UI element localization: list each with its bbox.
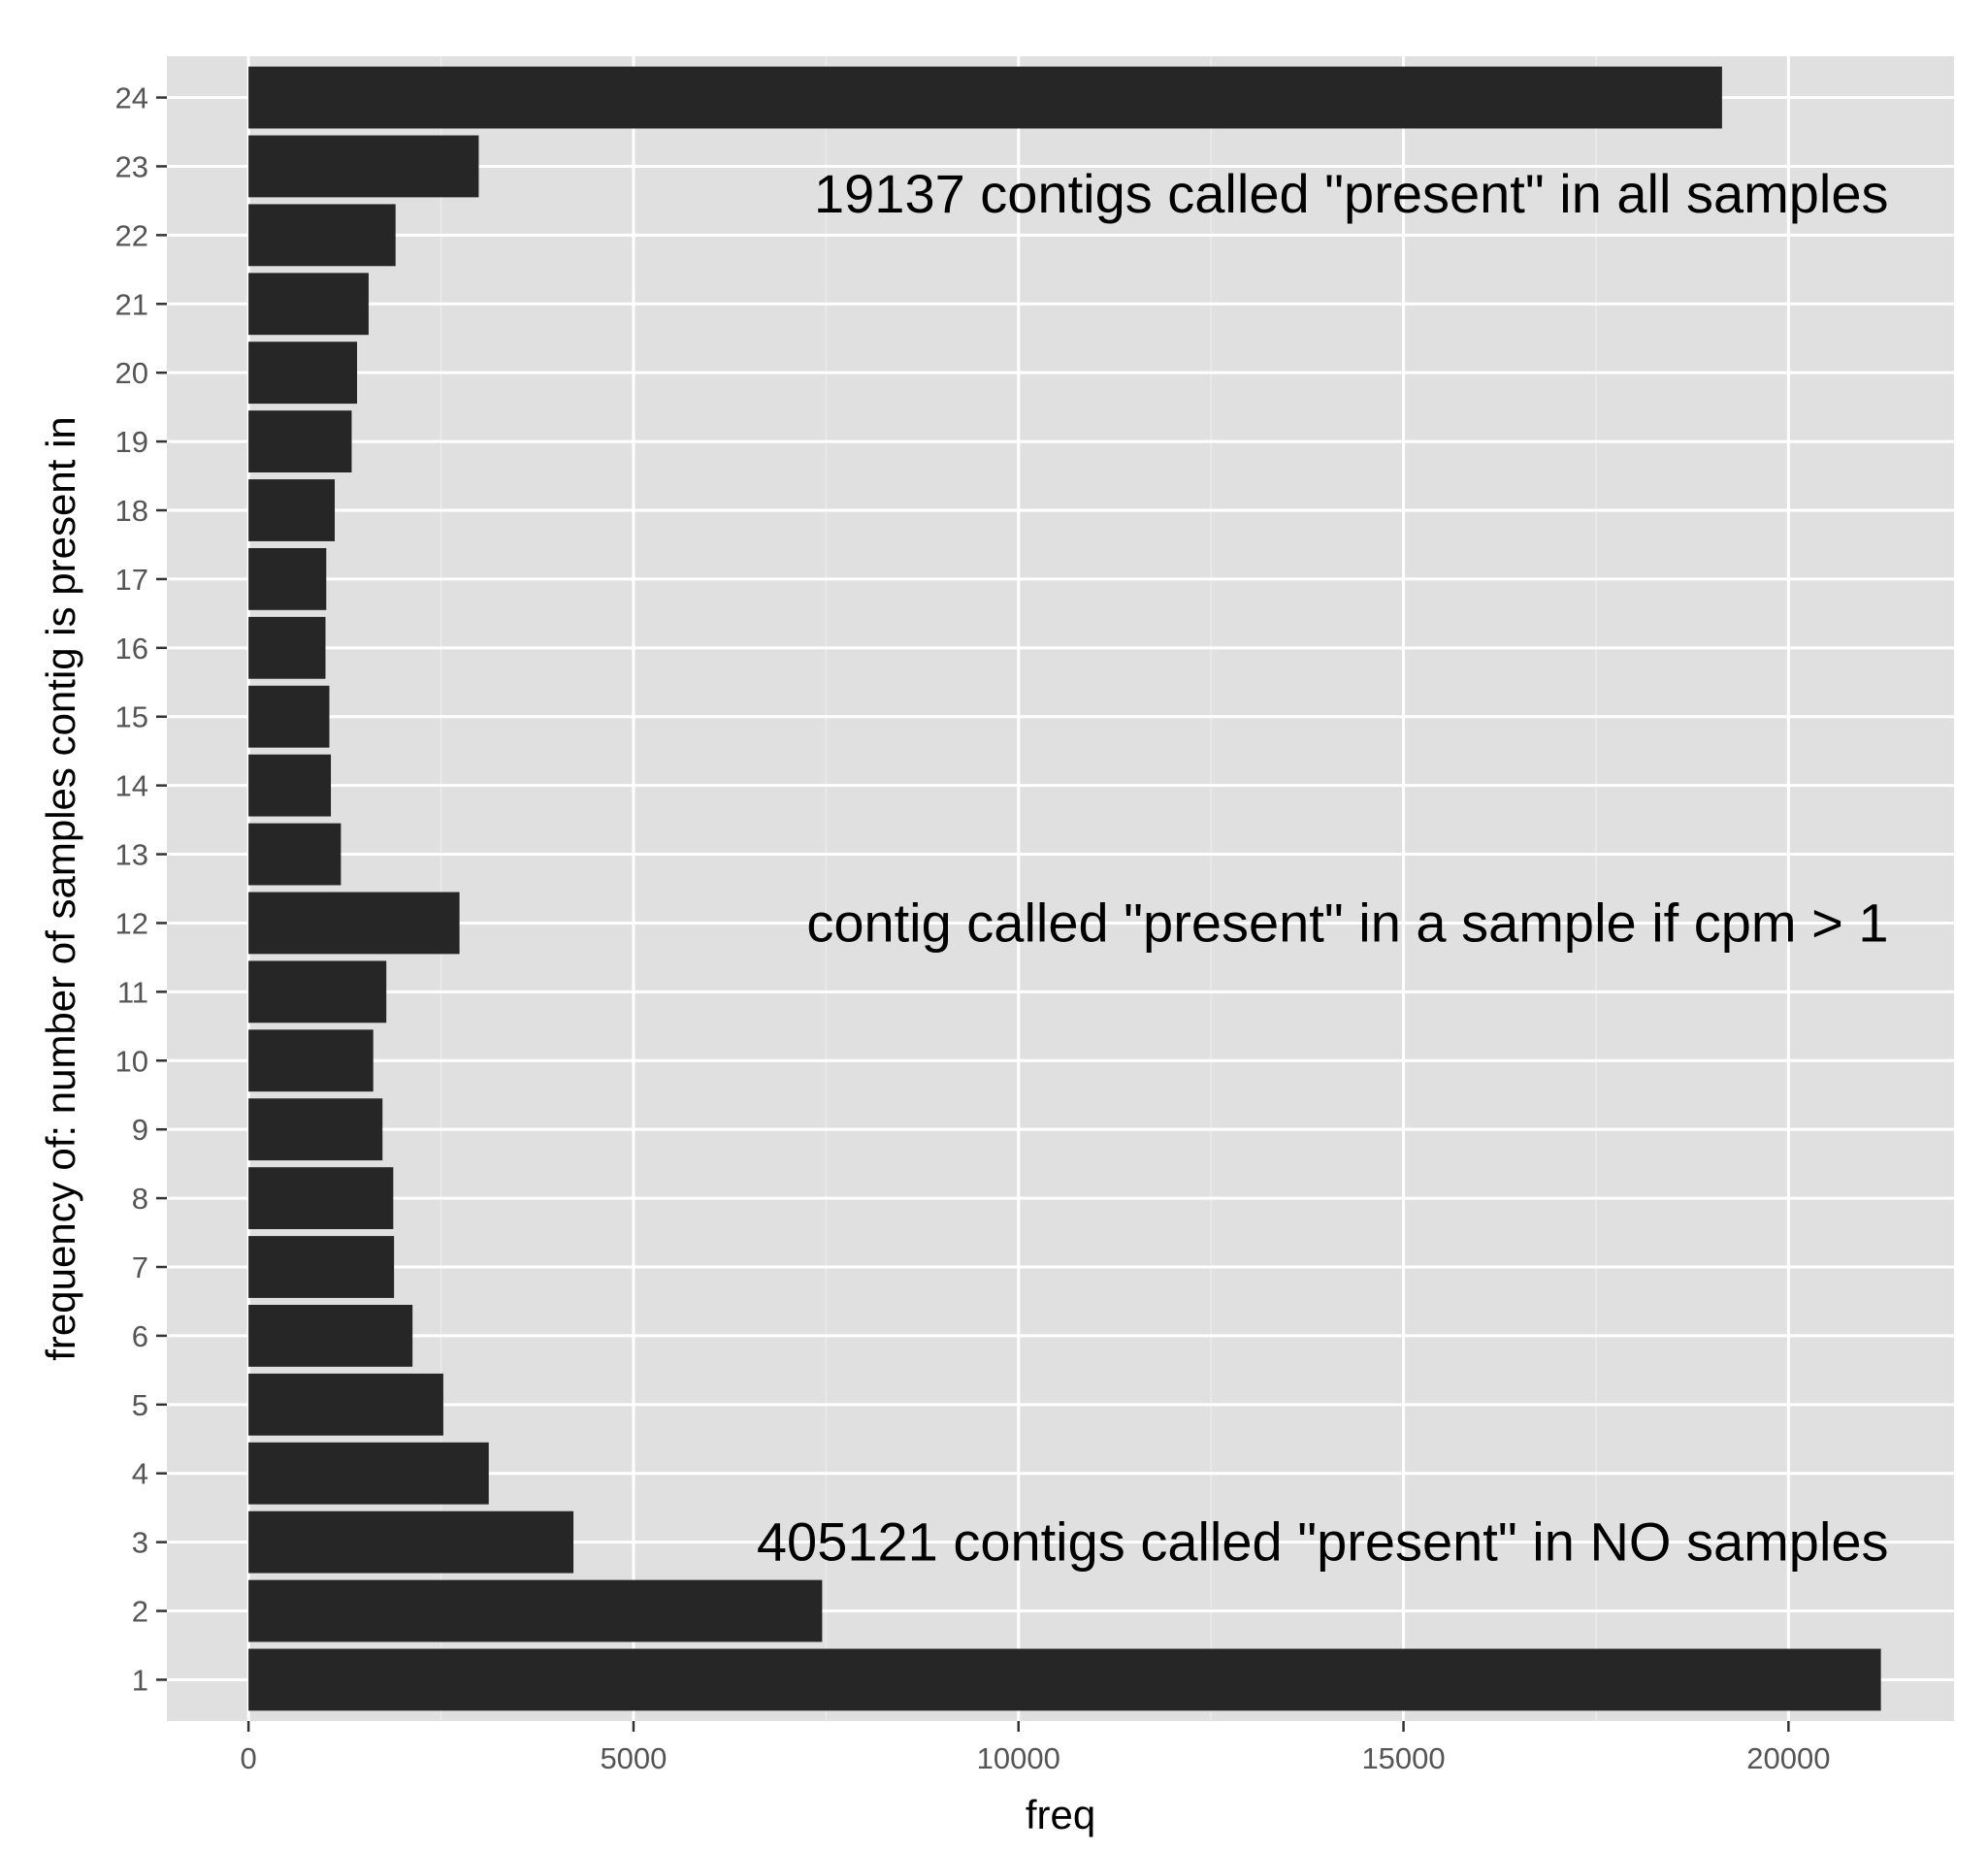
y-tick-label: 10 — [115, 1044, 148, 1078]
annotation-text: 405121 contigs called "present" in NO sa… — [757, 1511, 1889, 1573]
y-tick-label: 6 — [132, 1319, 148, 1353]
bar-16 — [248, 616, 326, 679]
x-tick-label: 5000 — [600, 1741, 667, 1775]
bar-22 — [248, 204, 396, 267]
y-tick-label: 1 — [132, 1663, 148, 1697]
annotations: 19137 contigs called "present" in all sa… — [757, 163, 1889, 1573]
y-tick-label: 2 — [132, 1595, 148, 1629]
x-tick-label: 15000 — [1361, 1741, 1445, 1775]
bar-7 — [248, 1236, 395, 1298]
x-tick-label: 0 — [240, 1741, 256, 1775]
bar-4 — [248, 1442, 489, 1505]
y-tick-label: 24 — [115, 81, 148, 115]
bar-18 — [248, 479, 336, 541]
y-tick-label: 20 — [115, 356, 148, 390]
bar-10 — [248, 1029, 374, 1092]
annotation-text: 19137 contigs called "present" in all sa… — [814, 163, 1889, 224]
bar-9 — [248, 1098, 383, 1161]
x-axis-title: freq — [1026, 1792, 1095, 1837]
x-tick-label: 20000 — [1746, 1741, 1830, 1775]
bar-24 — [248, 66, 1722, 129]
bar-23 — [248, 135, 479, 198]
y-tick-label: 12 — [115, 906, 148, 940]
y-tick-label: 11 — [117, 975, 148, 1009]
bar-20 — [248, 341, 358, 405]
bar-1 — [248, 1648, 1881, 1711]
bar-17 — [248, 548, 327, 610]
bar-14 — [248, 754, 332, 817]
x-tick-label: 10000 — [977, 1741, 1060, 1775]
y-tick-label: 9 — [132, 1113, 148, 1147]
y-tick-label: 17 — [115, 563, 148, 597]
y-tick-label: 15 — [115, 700, 148, 734]
y-tick-label: 19 — [115, 425, 148, 459]
y-tick-label: 3 — [132, 1526, 148, 1560]
y-tick-label: 7 — [132, 1250, 148, 1284]
bar-21 — [248, 273, 369, 336]
y-axis-title: frequency of: number of samples contig i… — [38, 416, 83, 1361]
y-tick-label: 18 — [115, 494, 148, 528]
bar-12 — [248, 892, 460, 955]
bar-5 — [248, 1373, 443, 1436]
bar-15 — [248, 685, 330, 748]
y-tick-label: 4 — [132, 1457, 148, 1491]
bar-8 — [248, 1167, 394, 1229]
y-tick-label: 23 — [115, 149, 148, 183]
bars — [248, 66, 1881, 1711]
y-tick-label: 21 — [115, 287, 148, 321]
bar-19 — [248, 410, 352, 472]
bar-6 — [248, 1305, 413, 1367]
bar-13 — [248, 823, 342, 886]
y-tick-label: 8 — [132, 1182, 148, 1216]
bar-3 — [248, 1510, 574, 1574]
y-tick-label: 16 — [115, 632, 148, 666]
y-tick-label: 14 — [115, 769, 148, 803]
bar-11 — [248, 960, 387, 1023]
y-tick-label: 22 — [115, 218, 148, 252]
bar-2 — [248, 1579, 823, 1642]
x-axis: 0 5000 10000 15000 20000 — [240, 1721, 1830, 1775]
y-tick-label: 13 — [115, 838, 148, 872]
y-tick-label: 5 — [132, 1388, 148, 1422]
annotation-text: contig called "present" in a sample if c… — [806, 892, 1888, 953]
